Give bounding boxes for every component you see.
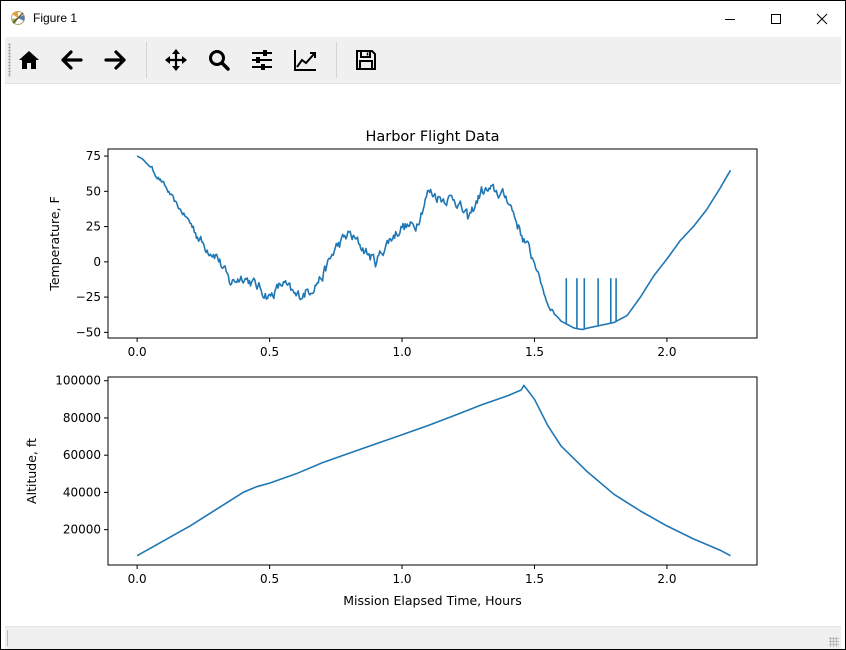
y-tick-label: −25 [76,290,101,304]
sliders-icon [252,50,272,70]
x-tick-label: 2.0 [657,345,676,359]
pan-button[interactable] [159,43,193,77]
arrow-left-icon [61,50,83,70]
x-tick-label: 0.0 [128,345,147,359]
x-tick-label: 0.5 [260,345,279,359]
axes-frame-1 [107,376,758,566]
axes-frame-0 [107,148,758,339]
maximize-button[interactable] [753,1,799,36]
floppy-icon [356,50,376,70]
altitude-series-line [136,384,731,557]
chart-title: Harbor Flight Data [365,129,499,145]
temperature-series-line [136,155,732,331]
back-button[interactable] [55,43,89,77]
figure-canvas[interactable]: 0.0 0.5 1.0 1.5 2.0 75 50 25 0 −25 −50 Harbor Fligh… [5,84,841,625]
matplotlib-app-icon [11,11,25,25]
save-button[interactable] [349,43,383,77]
forward-button[interactable] [98,43,132,77]
x-tick-label: 0.0 [128,572,147,586]
home-button[interactable] [12,43,46,77]
status-bar [5,626,841,649]
y-tick-label: 0 [93,255,101,269]
move-icon [165,49,187,71]
x-tick-label: 1.0 [392,572,411,586]
minimize-icon [725,19,735,20]
x-tick-label: 2.0 [657,572,676,586]
y-tick-label: 100000 [55,374,101,388]
x-tick-label: 0.5 [260,572,279,586]
y-tick-label: −50 [76,325,101,339]
toolbar-separator [146,42,147,78]
resize-grip[interactable] [829,637,839,647]
y-axis-label: Temperature, F [47,196,62,291]
title-bar[interactable]: Figure 1 [1,1,845,36]
y-axis-label: Altitude, ft [24,438,39,504]
toolbar-separator [336,42,337,78]
y-tick-label: 20000 [63,523,101,537]
x-axis-label: Mission Elapsed Time, Hours [343,593,522,608]
zoom-button[interactable] [202,43,236,77]
close-button[interactable] [799,1,845,36]
y-tick-label: 80000 [63,411,101,425]
line-chart-icon [294,50,316,71]
y-tick-label: 50 [86,184,101,198]
minimize-button[interactable] [707,1,753,36]
arrow-right-icon [104,50,126,70]
y-tick-label: 75 [86,149,101,163]
y-tick-label: 40000 [63,485,101,499]
toolbar-grip[interactable] [8,43,11,77]
navigation-toolbar [5,37,841,84]
close-icon [816,13,828,25]
x-tick-label: 1.5 [525,345,544,359]
y-tick-label: 60000 [63,448,101,462]
window-title: Figure 1 [33,11,78,25]
x-tick-label: 1.5 [525,572,544,586]
magnifier-icon [209,50,230,71]
edit-axis-button[interactable] [288,43,322,77]
configure-subplots-button[interactable] [245,43,279,77]
y-tick-label: 25 [86,220,101,234]
maximize-icon [771,14,781,24]
home-icon [19,51,39,69]
x-tick-label: 1.0 [392,345,411,359]
figure: 0.0 0.5 1.0 1.5 2.0 75 50 25 0 −25 −50 Harbor Fligh… [24,129,758,608]
status-separator [7,630,8,646]
